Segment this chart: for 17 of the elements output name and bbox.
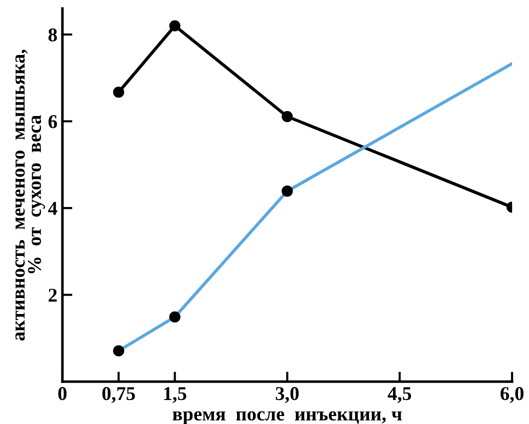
point	[113, 86, 124, 98]
x-tick-label: 0,75	[102, 387, 135, 403]
point	[169, 20, 180, 32]
y-axis-title: активность меченого мышьяка, % от сухого веса	[15, 50, 46, 340]
x-tick-label: 1,5	[164, 387, 186, 403]
x-tick-label: 3,0	[276, 387, 299, 403]
point	[282, 110, 293, 122]
y-tick-label: 6	[48, 115, 57, 128]
point	[113, 345, 124, 356]
x-tick-label: 0	[58, 387, 67, 400]
point	[282, 186, 293, 197]
y-tick-label: 2	[48, 288, 57, 302]
y-tick-label: 8	[48, 28, 57, 42]
x-tick-label: 4,5	[388, 387, 412, 403]
y-tick-label: 4	[48, 202, 58, 215]
x-tick-label: 6,0	[500, 387, 524, 403]
point	[169, 311, 180, 323]
